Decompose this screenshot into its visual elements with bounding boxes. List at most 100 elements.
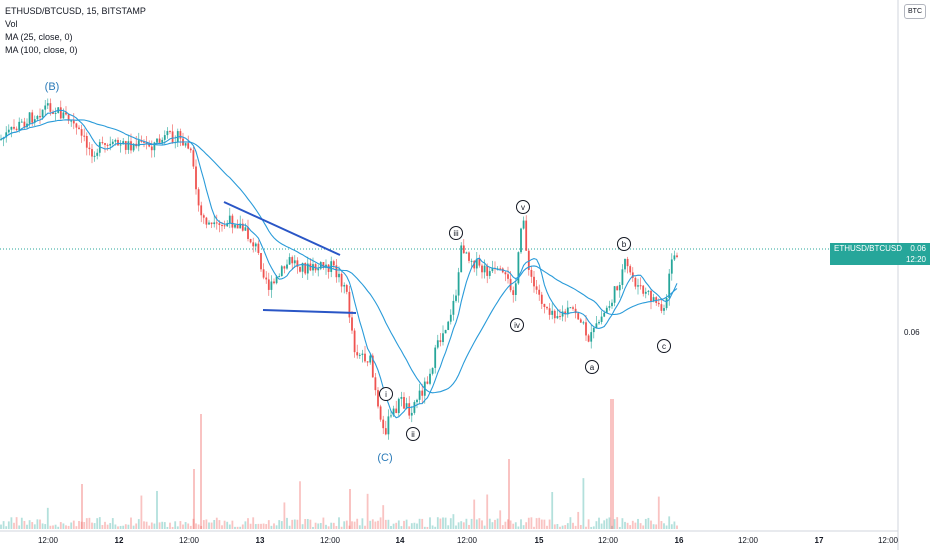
volume-bar: [169, 522, 171, 529]
volume-bar: [508, 459, 510, 529]
volume-bar: [114, 524, 117, 529]
candle-body: [603, 312, 606, 317]
volume-bar: [527, 517, 530, 529]
volume-bar: [236, 526, 239, 529]
candle-body: [374, 377, 377, 391]
volume-bar: [62, 523, 65, 529]
candle-body: [639, 285, 642, 287]
candle-body: [202, 215, 205, 218]
volume-bar: [561, 525, 564, 529]
candle-body: [442, 333, 444, 343]
volume-bar: [535, 518, 538, 529]
volume-bar: [590, 526, 593, 529]
volume-bar: [572, 522, 574, 529]
candle-body: [80, 129, 83, 136]
volume-bar: [80, 521, 83, 529]
candle-body: [96, 152, 99, 156]
candle-body: [358, 354, 361, 356]
volume-bar: [283, 502, 286, 529]
candle-body: [158, 138, 161, 143]
candle-body: [317, 268, 320, 271]
candle-body: [257, 243, 260, 253]
candle-body: [457, 272, 460, 296]
candle-body: [439, 340, 442, 343]
candle-body: [540, 294, 543, 304]
candle-body: [434, 347, 437, 368]
candle-body: [488, 271, 491, 276]
volume-bar: [65, 525, 67, 529]
candle-body: [379, 406, 382, 420]
volume-bar: [36, 519, 39, 529]
candle-body: [676, 255, 678, 258]
candle-body: [663, 308, 665, 311]
candle-body: [561, 311, 564, 317]
volume-bar: [663, 523, 665, 529]
candle-body: [473, 260, 476, 269]
volume-bar: [462, 522, 465, 529]
volume-bar: [564, 525, 567, 529]
candle-body: [460, 245, 463, 273]
volume-bar: [192, 518, 195, 529]
volume-bar: [104, 521, 106, 529]
legend-ma100: MA (100, close, 0): [5, 45, 78, 55]
volume-bar: [634, 522, 637, 529]
candle-body: [44, 105, 47, 110]
volume-bar: [361, 518, 364, 529]
volume-bar: [548, 519, 551, 529]
volume-bar: [33, 524, 36, 529]
volume-bar: [153, 523, 156, 529]
volume-bar: [369, 520, 372, 529]
candle-body: [527, 250, 530, 270]
candle-body: [314, 264, 317, 271]
candle-body: [377, 390, 379, 407]
candle-body: [273, 281, 275, 284]
volume-bar: [176, 526, 179, 529]
candle-body: [143, 141, 145, 143]
volume-bar: [312, 526, 314, 529]
candle-body: [114, 139, 117, 142]
candle-body: [192, 150, 195, 167]
candle-body: [553, 310, 556, 319]
volume-bar: [652, 524, 655, 529]
candle-body: [280, 266, 283, 277]
candle-body: [543, 303, 546, 308]
volume-bar: [348, 525, 351, 529]
volume-bar: [501, 525, 504, 529]
candle-body: [605, 307, 608, 313]
candle-body: [468, 252, 470, 261]
volume-bar: [431, 525, 434, 529]
upper-trendline: [223, 201, 341, 256]
volume-bar: [275, 525, 278, 529]
volume-bar: [137, 519, 140, 529]
candle-body: [332, 261, 335, 266]
legend-ma25: MA (25, close, 0): [5, 32, 73, 42]
volume-bar: [483, 525, 486, 529]
candle-body: [166, 131, 169, 136]
candle-body: [410, 412, 413, 416]
volume-bar: [75, 526, 78, 529]
candle-body: [244, 227, 247, 231]
candle-body: [387, 416, 390, 435]
volume-bar: [460, 521, 463, 529]
candle-body: [111, 141, 114, 144]
currency-button[interactable]: BTC: [904, 4, 926, 19]
candle-body: [408, 403, 411, 416]
candle-body: [189, 148, 192, 151]
volume-bar: [231, 520, 234, 529]
candle-body: [254, 243, 257, 247]
volume-bar: [499, 510, 502, 529]
wave-label-a: a: [590, 363, 595, 372]
volume-bar: [447, 525, 450, 529]
volume-bar: [171, 526, 174, 529]
volume-bar: [496, 518, 499, 529]
volume-bar: [423, 526, 426, 529]
volume-bar: [444, 517, 447, 529]
volume-bar: [273, 523, 275, 529]
volume-bar: [202, 520, 205, 529]
volume-bar: [517, 526, 520, 529]
candle-body: [426, 381, 429, 384]
volume-bar: [418, 518, 421, 529]
candle-body: [293, 260, 296, 264]
candle-body: [624, 258, 626, 270]
